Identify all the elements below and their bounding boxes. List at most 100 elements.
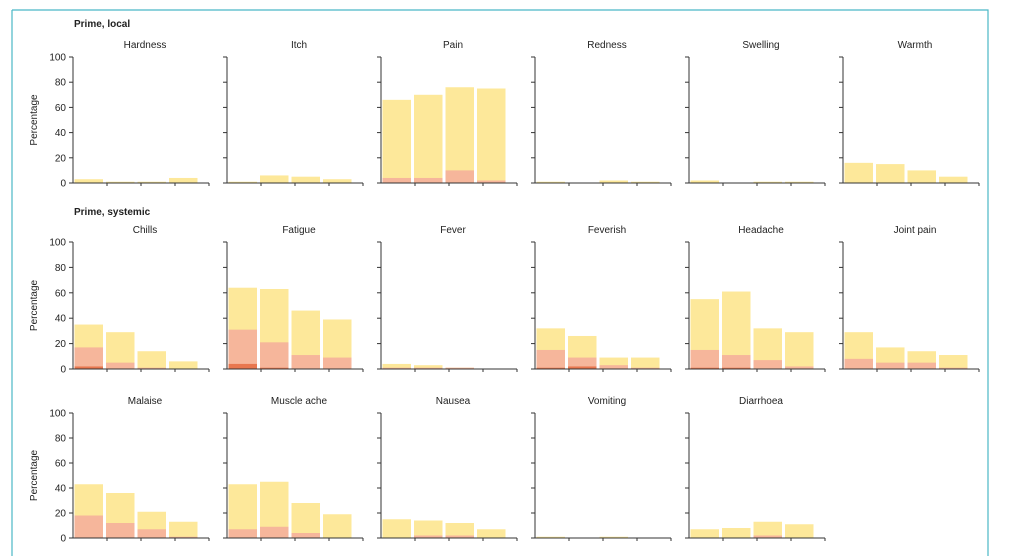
y-tick-label: 40 xyxy=(55,484,67,495)
bar xyxy=(477,88,506,183)
chart-hardness: Hardness 0 20 40 60 80 100 Percentage xyxy=(29,40,210,190)
bar xyxy=(414,177,443,183)
chart-redness: Redness xyxy=(531,40,672,186)
chart-warmth: Warmth xyxy=(839,40,980,186)
bar xyxy=(907,170,936,183)
chart-title: Hardness xyxy=(124,40,167,51)
bar xyxy=(753,360,782,369)
bar xyxy=(690,180,719,183)
bar xyxy=(536,536,565,538)
bar xyxy=(876,164,905,183)
chart-title: Headache xyxy=(738,225,784,236)
bar xyxy=(414,367,443,369)
bar xyxy=(722,367,751,369)
y-tick-label: 100 xyxy=(49,53,66,64)
bar xyxy=(291,355,320,369)
chart-title: Muscle ache xyxy=(271,396,328,407)
bar xyxy=(382,363,411,369)
bar xyxy=(844,358,873,369)
bar xyxy=(169,361,198,369)
chart-title: Chills xyxy=(133,225,157,236)
bar xyxy=(291,176,320,183)
bar xyxy=(137,181,166,183)
y-tick-label: 60 xyxy=(55,459,67,470)
bar xyxy=(907,362,936,369)
bar xyxy=(690,529,719,538)
y-tick-label: 20 xyxy=(55,509,67,520)
bar xyxy=(228,529,257,538)
y-tick-label: 80 xyxy=(55,263,67,274)
bar xyxy=(785,524,814,538)
chart-title: Warmth xyxy=(898,40,933,51)
bar xyxy=(568,357,597,369)
bar xyxy=(137,367,166,369)
bar xyxy=(477,180,506,183)
bar xyxy=(260,367,289,369)
bar xyxy=(690,349,719,369)
bar xyxy=(939,176,968,183)
chart-title: Redness xyxy=(587,40,626,51)
bar xyxy=(260,526,289,538)
y-tick-label: 0 xyxy=(60,365,66,376)
bar xyxy=(74,515,103,538)
bar xyxy=(690,367,719,369)
y-tick-label: 20 xyxy=(55,153,67,164)
chart-title: Malaise xyxy=(128,396,163,407)
y-tick-label: 0 xyxy=(60,179,66,190)
chart-title: Vomiting xyxy=(588,396,626,407)
bar xyxy=(169,177,198,183)
bar xyxy=(631,367,660,369)
y-axis-label: Percentage xyxy=(29,94,40,146)
bar xyxy=(939,367,968,369)
y-tick-label: 80 xyxy=(55,434,67,445)
bar xyxy=(228,181,257,183)
bar xyxy=(568,366,597,369)
bar xyxy=(106,523,135,538)
y-tick-label: 40 xyxy=(55,128,67,139)
chart-feverish: Feverish xyxy=(531,225,672,372)
bar xyxy=(599,365,628,369)
bar xyxy=(382,99,411,183)
chart-title: Joint pain xyxy=(894,225,937,236)
bar xyxy=(477,529,506,538)
bar xyxy=(536,367,565,369)
bar xyxy=(291,503,320,538)
y-axis-label: Percentage xyxy=(29,279,40,331)
bar xyxy=(753,535,782,538)
bar xyxy=(414,520,443,538)
bar xyxy=(722,355,751,369)
chart-chills: Chills 0 20 40 60 80 100 Percentage xyxy=(29,225,210,376)
chart-fatigue: Fatigue xyxy=(223,225,364,372)
chart-vomiting: Vomiting xyxy=(531,396,672,541)
bar xyxy=(445,523,474,538)
y-tick-label: 60 xyxy=(55,103,67,114)
chart-muscle-ache: Muscle ache xyxy=(223,396,364,541)
chart-title: Itch xyxy=(291,40,307,51)
bar xyxy=(323,357,352,369)
bar xyxy=(722,528,751,538)
bar xyxy=(876,362,905,369)
y-tick-label: 100 xyxy=(49,409,66,420)
chart-title: Swelling xyxy=(742,40,779,51)
y-tick-label: 20 xyxy=(55,339,67,350)
bar xyxy=(323,514,352,538)
bar xyxy=(445,367,474,369)
chart-itch: Itch xyxy=(223,40,364,186)
chart-title: Pain xyxy=(443,40,463,51)
bar xyxy=(844,162,873,183)
bar xyxy=(631,357,660,369)
bar xyxy=(382,519,411,538)
y-tick-label: 60 xyxy=(55,288,67,299)
bar xyxy=(599,357,628,369)
section-title-local: Prime, local xyxy=(74,19,131,30)
bar xyxy=(260,342,289,369)
chart-title: Fever xyxy=(440,225,466,236)
y-axis-label: Percentage xyxy=(29,449,40,501)
bar xyxy=(106,181,135,183)
bar xyxy=(382,177,411,183)
bar xyxy=(228,329,257,369)
bar xyxy=(106,362,135,369)
bar xyxy=(536,181,565,183)
